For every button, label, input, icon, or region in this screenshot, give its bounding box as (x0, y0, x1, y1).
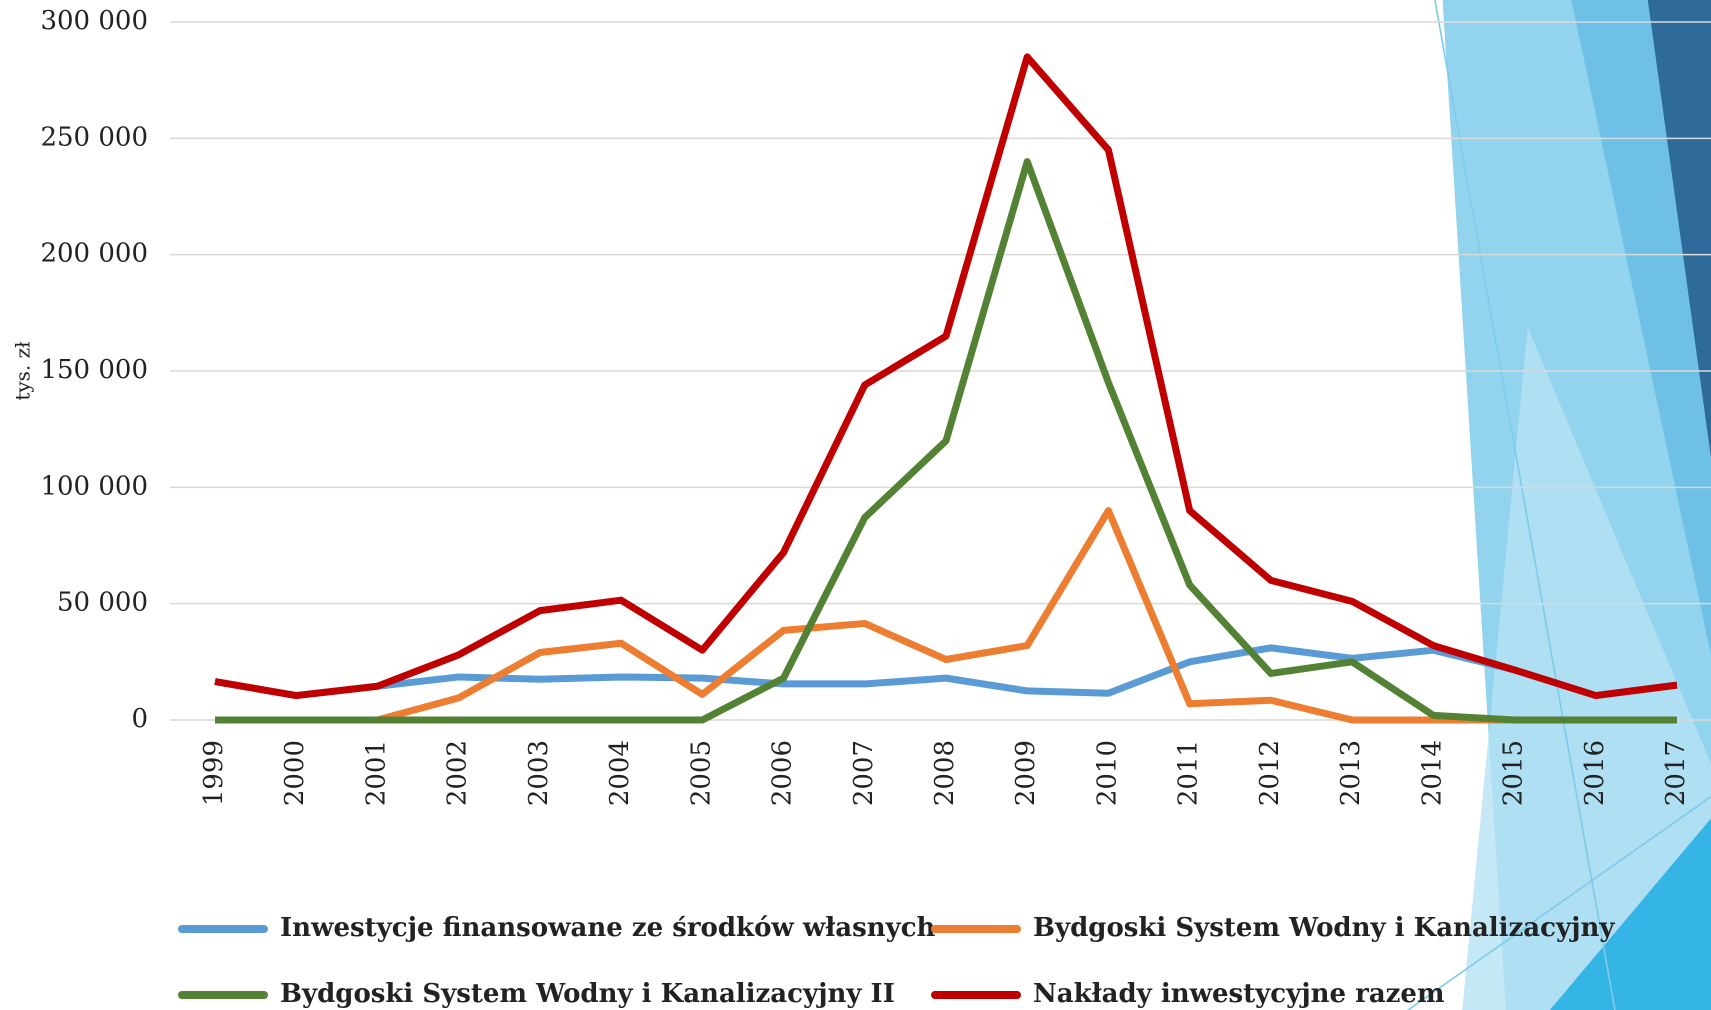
legend-label: Nakłady inwestycyjne razem (1033, 979, 1444, 1009)
legend: Inwestycje finansowane ze środków własny… (182, 913, 1615, 1009)
x-tick-label: 2009 (1011, 740, 1041, 806)
x-tick-label: 2013 (1336, 740, 1366, 806)
x-tick-label: 2011 (1174, 740, 1204, 806)
x-tick-label: 2016 (1580, 740, 1610, 806)
x-tick-label: 2017 (1661, 740, 1691, 806)
y-tick-label: 200 000 (40, 239, 148, 269)
y-axis-label: tys. zł (11, 341, 35, 401)
x-tick-label: 2002 (443, 740, 473, 806)
legend-label: Inwestycje finansowane ze środków własny… (280, 913, 936, 943)
y-tick-label: 150 000 (40, 355, 148, 385)
y-tick-label: 0 (131, 704, 148, 734)
series-line (215, 511, 1677, 720)
x-tick-label: 2000 (280, 740, 310, 806)
series-line (215, 162, 1677, 720)
page: {"chart_data": {"type": "line", "y_label… (0, 0, 1711, 1010)
x-tick-label: 2008 (930, 740, 960, 806)
x-tick-label: 2007 (849, 740, 879, 806)
x-tick-label: 2006 (768, 740, 798, 806)
x-tick-label: 2012 (1255, 740, 1285, 806)
x-tick-label: 2005 (686, 740, 716, 806)
x-tick-label: 1999 (199, 740, 229, 806)
y-tick-label: 50 000 (57, 588, 148, 618)
legend-label: Bydgoski System Wodny i Kanalizacyjny (1033, 913, 1615, 943)
y-tick-label: 300 000 (40, 6, 148, 36)
decoration (1408, 0, 1711, 1010)
y-tick-label: 250 000 (40, 122, 148, 152)
x-tick-label: 2001 (361, 740, 391, 806)
x-tick-label: 2010 (1092, 740, 1122, 806)
x-tick-label: 2003 (524, 740, 554, 806)
y-tick-label: 100 000 (40, 471, 148, 501)
legend-label: Bydgoski System Wodny i Kanalizacyjny II (280, 979, 895, 1009)
x-tick-label: 2015 (1499, 740, 1529, 806)
x-tick-label: 2014 (1417, 740, 1447, 806)
x-tick-label: 2004 (605, 740, 635, 806)
chart: tys. zł Inwestycje finansowane ze środkó… (0, 0, 1711, 1010)
